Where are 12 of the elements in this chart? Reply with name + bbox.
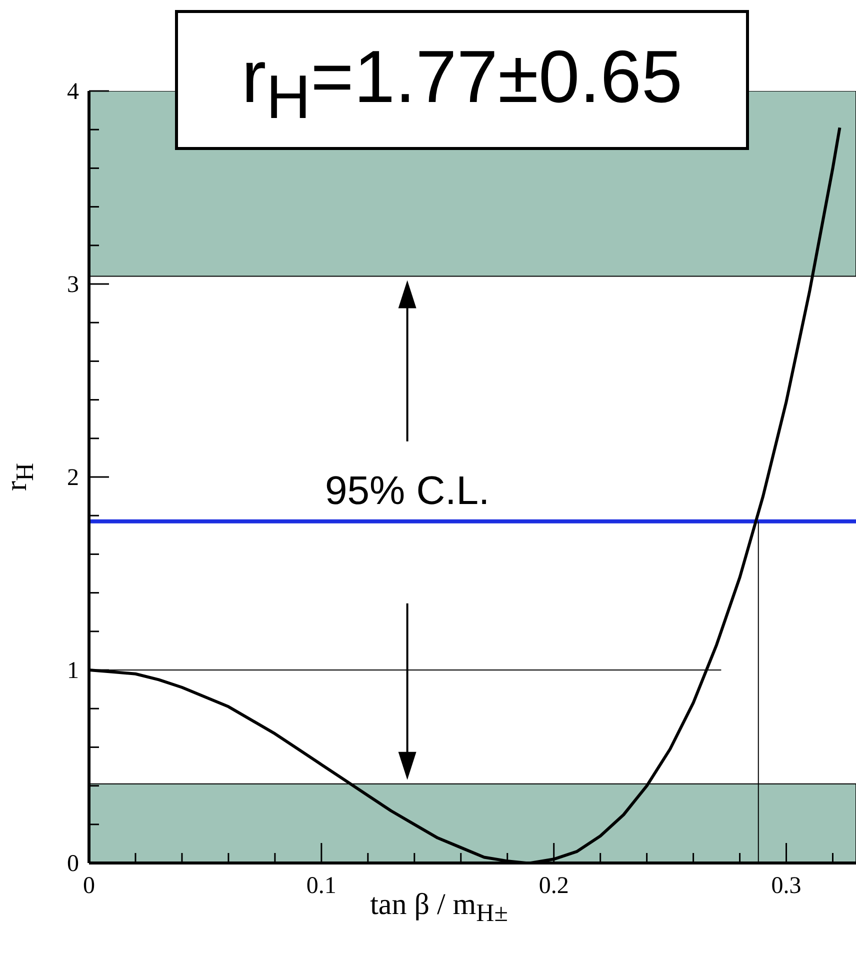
x-tick-label: 0.3 [771,873,802,899]
y-tick-label: 0 [67,851,79,877]
y-tick-label: 2 [67,465,79,491]
y-tick-label: 3 [67,272,79,298]
x-axis-title: tan β / m$_{H±}$ [370,888,508,927]
y-tick-label: 4 [67,79,79,105]
x-tick-label: 0 [83,873,95,899]
y-tick-label: 1 [67,658,79,684]
annotation: 95% C.L. [324,469,491,514]
x-tick-label: 0.2 [538,873,569,899]
chart-title: r$_{H}$=1.77±0.65 [175,10,749,150]
x-tick-label: 0.1 [306,873,336,899]
